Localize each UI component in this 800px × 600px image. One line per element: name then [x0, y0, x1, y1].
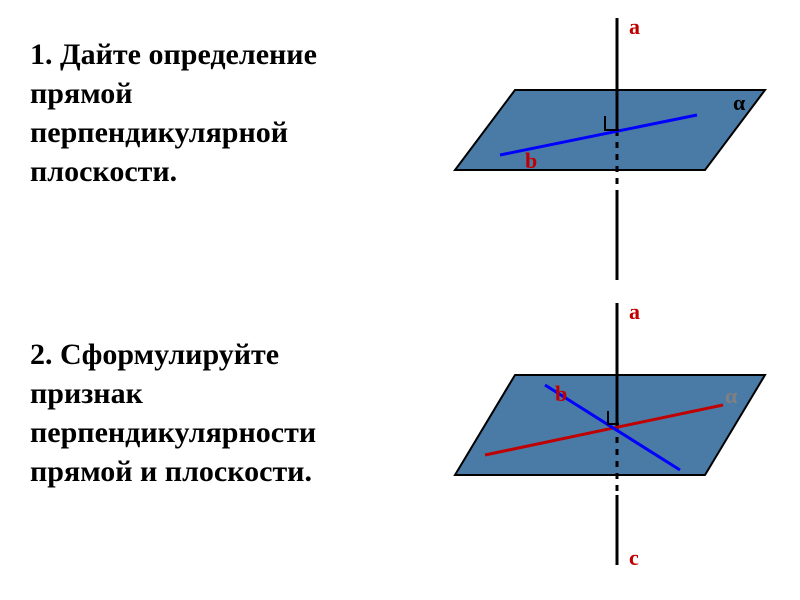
- question-1: 1. Дайте определение прямой перпендикуля…: [30, 35, 390, 191]
- label-alpha: α: [725, 383, 738, 408]
- label-b: b: [555, 381, 567, 406]
- label-b: b: [525, 148, 537, 173]
- diagram-1-svg: a α b: [405, 10, 785, 290]
- question-2: 2. Сформулируйте признак перпендикулярно…: [30, 335, 390, 491]
- diagram-2: a α b c: [405, 295, 785, 575]
- slide-container: 1. Дайте определение прямой перпендикуля…: [0, 0, 800, 600]
- diagram-2-svg: a α b c: [405, 295, 785, 575]
- label-c: c: [629, 545, 639, 570]
- label-alpha: α: [733, 90, 746, 115]
- diagram-1: a α b: [405, 10, 785, 290]
- label-a: a: [629, 14, 640, 39]
- label-a: a: [629, 299, 640, 324]
